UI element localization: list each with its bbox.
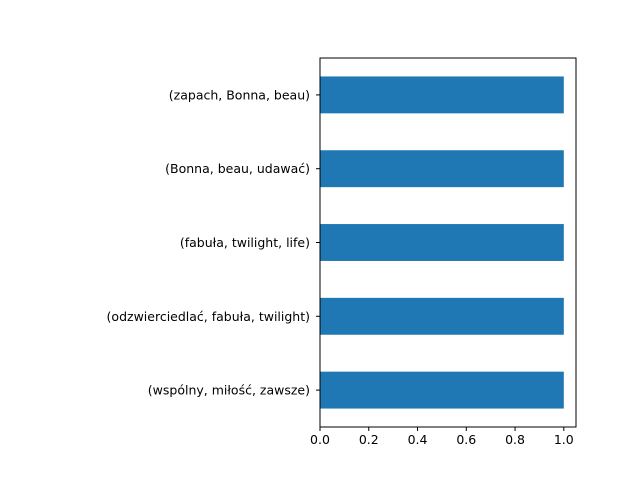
bar <box>320 150 564 188</box>
bar <box>320 224 564 261</box>
y-tick-label: (zapach, Bonna, beau) <box>169 87 310 102</box>
y-tick-label: (Bonna, beau, udawać) <box>165 161 310 176</box>
x-axis-ticks: 0.0 0.2 0.4 0.6 0.8 1.0 <box>310 427 574 447</box>
x-tick-label: 0.4 <box>408 432 428 447</box>
x-tick-label: 1.0 <box>554 432 574 447</box>
x-tick-label: 0.8 <box>505 432 525 447</box>
y-axis-ticks: (wspólny, miłość, zawsze) (odzwierciedlać… <box>107 87 320 398</box>
x-tick-label: 0.2 <box>359 432 379 447</box>
bar <box>320 297 564 335</box>
x-tick-label: 0.0 <box>310 432 330 447</box>
y-tick-label: (odzwierciedlać, fabuła, twilight) <box>107 309 310 324</box>
bar <box>320 371 564 409</box>
x-tick-label: 0.6 <box>456 432 476 447</box>
y-tick-label: (wspólny, miłość, zawsze) <box>148 383 310 398</box>
y-tick-label: (fabuła, twilight, life) <box>180 235 310 250</box>
bar <box>320 76 564 114</box>
bars-layer <box>320 76 564 409</box>
